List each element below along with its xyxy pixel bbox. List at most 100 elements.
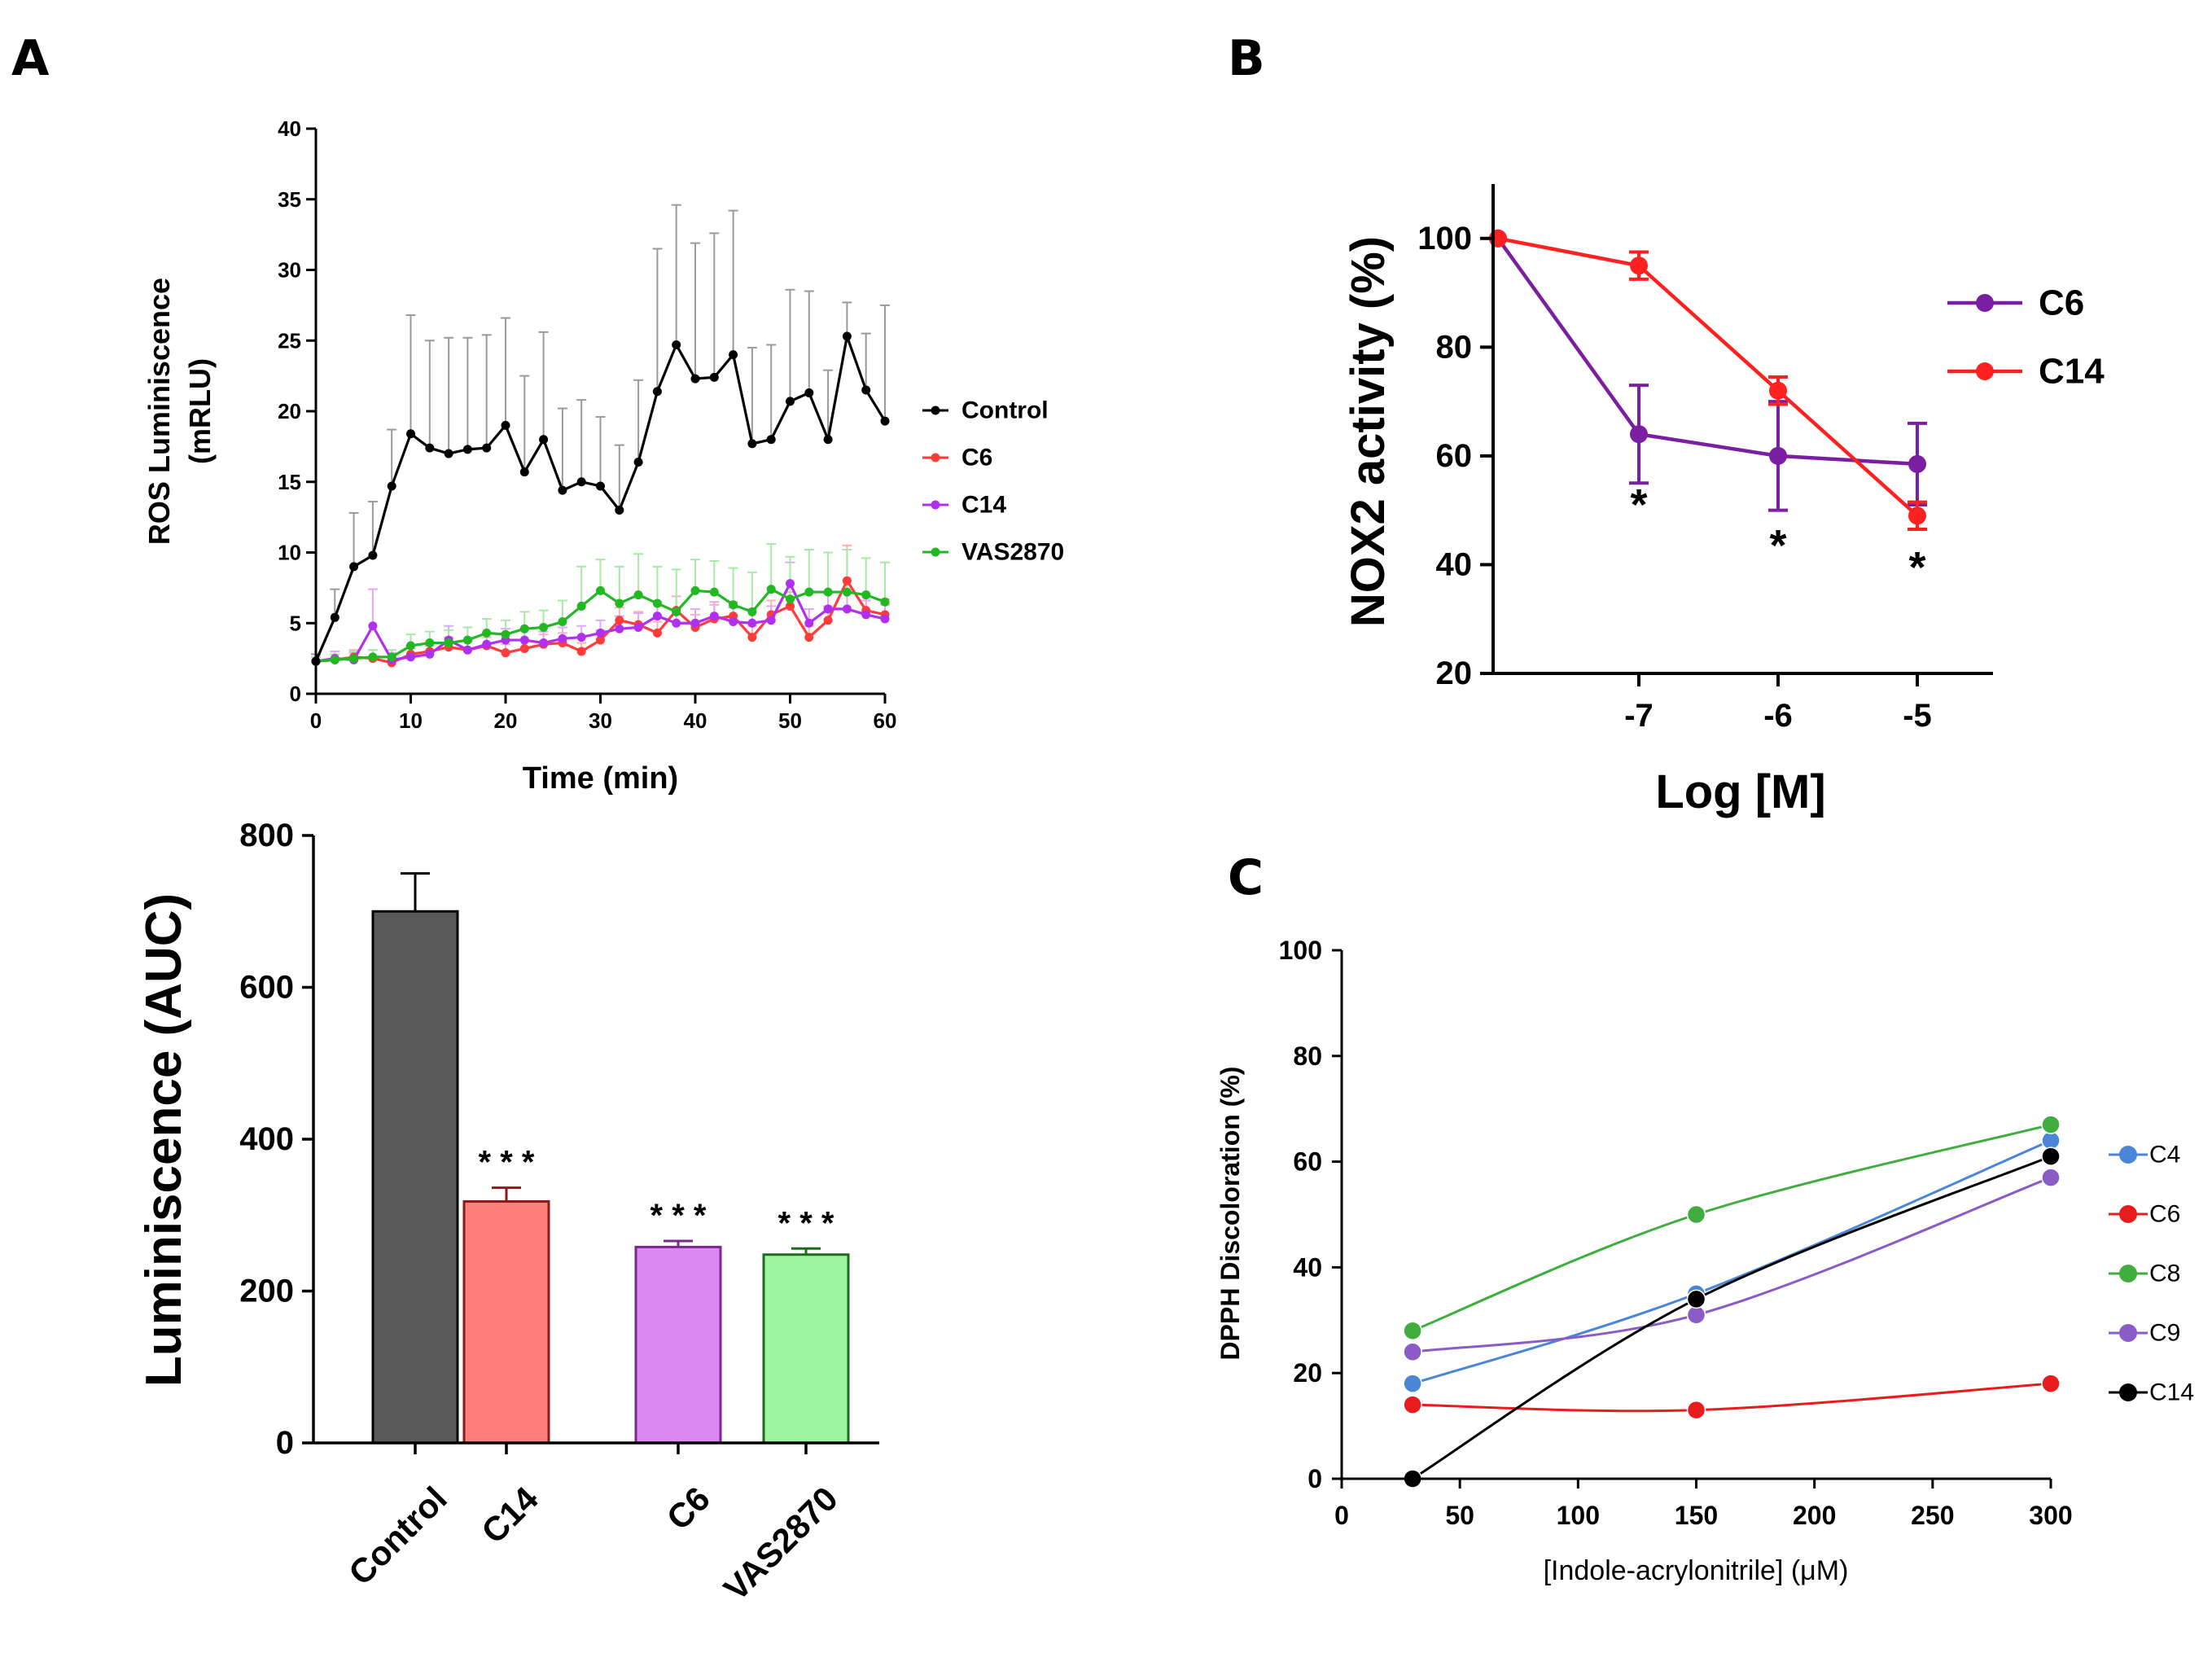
data-point-control <box>729 350 738 360</box>
data-point-c14 <box>690 618 700 628</box>
y-axis-title-units: (mRLU) <box>183 358 217 464</box>
data-point-c14 <box>842 604 852 614</box>
data-point-c14 <box>425 649 435 659</box>
data-point-vas2870 <box>387 652 396 662</box>
data-point-control <box>406 429 415 439</box>
data-point-control <box>823 435 833 445</box>
legend-marker-c9 <box>2119 1324 2137 1342</box>
data-point-c14 <box>1769 381 1787 400</box>
legend-label-c14: C14 <box>2149 1379 2194 1406</box>
data-point-control <box>690 374 700 384</box>
series-line-c6 <box>1496 237 1918 467</box>
data-point-control <box>652 387 662 397</box>
data-point-c14 <box>368 621 378 631</box>
data-point-c14 <box>709 612 719 621</box>
data-point-c14 <box>482 639 492 649</box>
data-point-control <box>501 420 510 430</box>
x-axis-title: Time (min) <box>523 761 678 796</box>
data-point-vas2870 <box>861 590 871 600</box>
category-label-vas2870: VAS2870 <box>716 1480 845 1608</box>
y-tick-label: 80 <box>1436 329 1473 365</box>
data-point-c6 <box>519 643 529 653</box>
data-point-control <box>842 331 852 341</box>
data-point-vas2870 <box>558 617 567 627</box>
panel-label-a: A <box>11 30 50 87</box>
data-point-c8 <box>1403 1321 1422 1341</box>
data-point-c6 <box>652 628 662 638</box>
data-point-c6 <box>823 616 833 625</box>
data-point-c14 <box>539 638 549 648</box>
data-point-c4 <box>1403 1374 1422 1393</box>
legend-label-c6: C6 <box>961 445 992 471</box>
legend-label-c14: C14 <box>961 492 1006 519</box>
data-point-control <box>596 481 605 491</box>
significance-label: * * * <box>650 1198 707 1234</box>
data-point-control <box>766 435 776 445</box>
x-tick-label: 100 <box>1557 1501 1600 1530</box>
dpph-discoloration-chart: 0 20 40 60 80 100 0 50 100 150 200 250 300 [Indole-ac… <box>1216 936 2194 1586</box>
y-tick-label: 40 <box>1293 1252 1322 1282</box>
data-point-c6 <box>1630 425 1648 444</box>
data-point-control <box>672 340 681 349</box>
data-point-vas2870 <box>729 600 738 610</box>
x-tick-label: -6 <box>1763 698 1793 734</box>
data-point-c14 <box>406 652 415 662</box>
data-point-control <box>880 416 890 426</box>
data-point-vas2870 <box>690 585 700 595</box>
y-tick-label: 20 <box>1293 1358 1322 1388</box>
y-axis-title: DPPH Discoloration (%) <box>1216 1067 1245 1361</box>
data-point-c9 <box>1403 1342 1422 1361</box>
y-tick-label: 80 <box>1293 1041 1322 1071</box>
x-tick-label: 200 <box>1793 1501 1836 1530</box>
data-point-control <box>539 435 549 445</box>
data-point-vas2870 <box>406 641 415 651</box>
y-tick-label: 20 <box>278 399 301 423</box>
y-tick-label: 10 <box>278 541 301 565</box>
data-point-vas2870 <box>615 598 624 608</box>
panel-label-b: B <box>1228 30 1265 87</box>
series-line-c6 <box>1413 1382 2052 1413</box>
legend-marker-c6 <box>2119 1205 2137 1223</box>
series-line-c8 <box>1412 1123 2052 1332</box>
x-tick-label: -7 <box>1624 698 1654 734</box>
data-point-c14 <box>2041 1147 2061 1166</box>
data-point-c14 <box>747 618 757 628</box>
legend-label-vas2870: VAS2870 <box>961 539 1064 566</box>
legend-label-c14: C14 <box>2039 352 2105 392</box>
data-point-c14 <box>766 616 776 625</box>
data-point-vas2870 <box>804 587 814 597</box>
bar-c14 <box>462 1199 550 1445</box>
data-point-c14 <box>804 618 814 628</box>
data-point-c6 <box>576 647 586 656</box>
data-point-vas2870 <box>368 652 378 662</box>
y-axis-title: ROS Luminiscence <box>142 278 176 545</box>
data-point-control <box>387 481 396 491</box>
y-tick-label: 0 <box>290 682 301 706</box>
data-point-control <box>519 467 529 477</box>
data-point-c14 <box>861 610 871 620</box>
x-tick-label: 40 <box>684 708 707 733</box>
y-tick-label: 5 <box>290 611 301 635</box>
y-tick-label: 400 <box>239 1121 294 1157</box>
data-point-control <box>444 449 453 458</box>
legend-marker-control <box>931 406 940 415</box>
data-point-vas2870 <box>519 624 529 634</box>
legend-marker-c14 <box>1976 362 1994 380</box>
category-label-c14: C14 <box>474 1479 545 1550</box>
x-tick-label: 0 <box>1334 1501 1349 1530</box>
data-point-c6 <box>747 633 757 642</box>
data-point-vas2870 <box>633 590 643 600</box>
data-point-control <box>576 477 586 487</box>
data-point-vas2870 <box>842 587 852 597</box>
bar-c6 <box>634 1245 722 1445</box>
data-point-vas2870 <box>747 607 757 616</box>
data-point-vas2870 <box>766 585 776 594</box>
y-tick-label: 60 <box>1436 438 1473 474</box>
significance-label: * * * <box>479 1145 535 1181</box>
data-point-vas2870 <box>501 629 510 639</box>
data-point-vas2870 <box>349 654 359 664</box>
data-point-c14 <box>519 635 529 645</box>
legend-label-c4: C4 <box>2149 1142 2180 1168</box>
x-axis-title: Log [M] <box>1655 765 1825 818</box>
